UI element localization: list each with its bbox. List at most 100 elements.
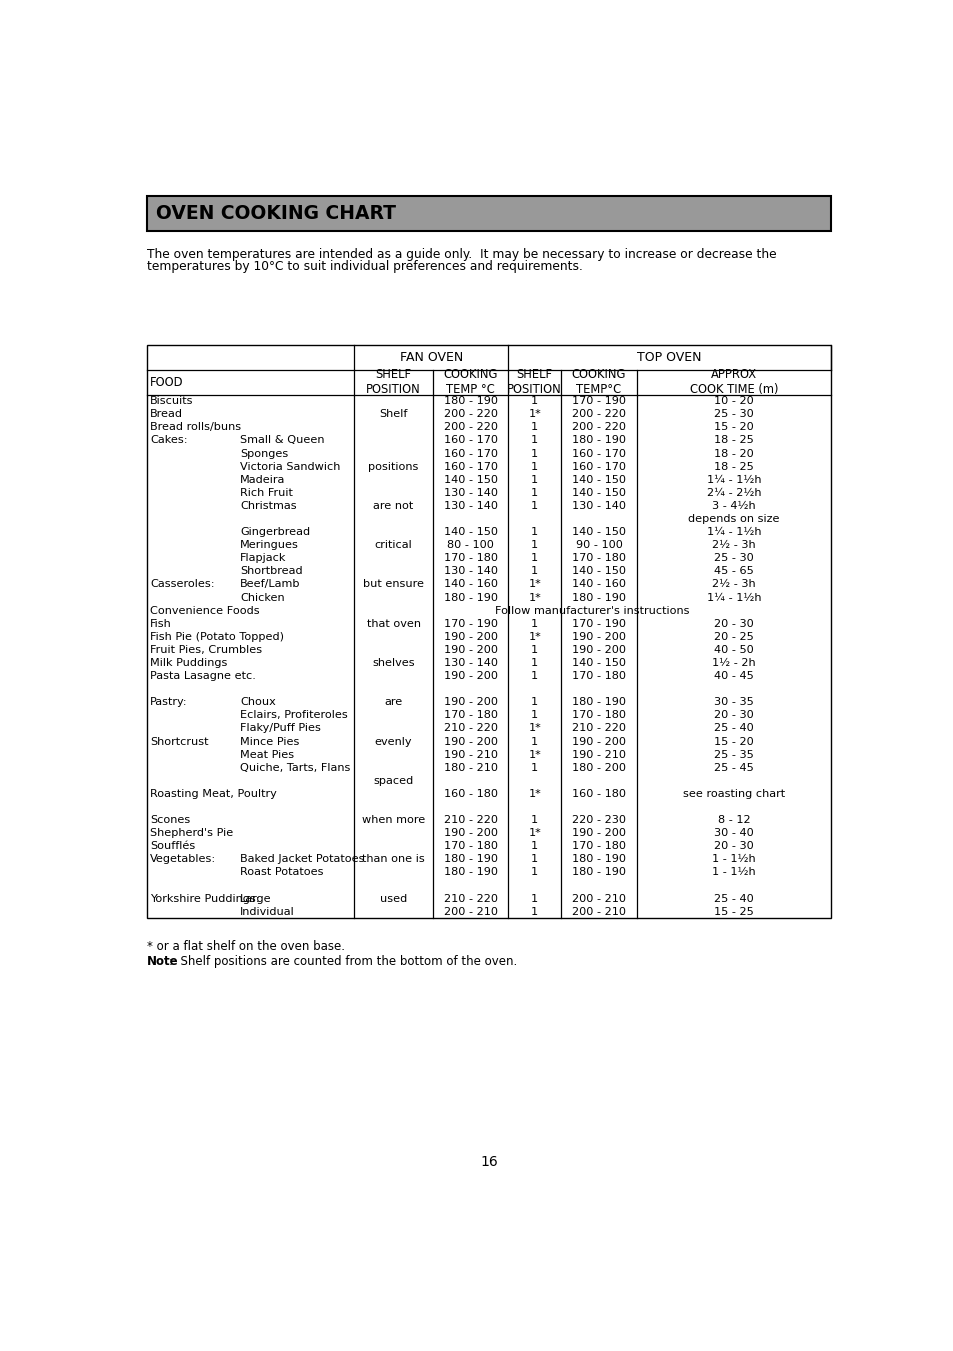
Text: :  Shelf positions are counted from the bottom of the oven.: : Shelf positions are counted from the b…: [169, 955, 517, 969]
Text: The oven temperatures are intended as a guide only.  It may be necessary to incr: The oven temperatures are intended as a …: [147, 249, 776, 261]
Text: 2¼ - 2½h: 2¼ - 2½h: [706, 488, 760, 497]
Text: Soufflés: Soufflés: [150, 842, 195, 851]
Text: 25 - 35: 25 - 35: [713, 750, 753, 759]
Text: Note: Note: [147, 955, 178, 969]
Text: Scones: Scones: [150, 815, 191, 825]
Text: 160 - 170: 160 - 170: [443, 449, 497, 458]
Text: 1: 1: [531, 474, 537, 485]
Text: temperatures by 10°C to suit individual preferences and requirements.: temperatures by 10°C to suit individual …: [147, 259, 582, 273]
Text: TOP OVEN: TOP OVEN: [637, 351, 701, 365]
Text: FAN OVEN: FAN OVEN: [399, 351, 462, 365]
Text: Sponges: Sponges: [240, 449, 288, 458]
Text: 1*: 1*: [528, 632, 540, 642]
Text: Beef/Lamb: Beef/Lamb: [240, 580, 300, 589]
Text: SHELF
POSITION: SHELF POSITION: [366, 369, 420, 396]
Text: 1: 1: [531, 566, 537, 577]
Text: 1¼ - 1½h: 1¼ - 1½h: [706, 593, 760, 603]
Text: 30 - 35: 30 - 35: [713, 697, 753, 708]
Text: 210 - 220: 210 - 220: [443, 815, 497, 825]
Text: 200 - 220: 200 - 220: [443, 423, 497, 432]
Text: 190 - 200: 190 - 200: [443, 736, 497, 747]
Text: 130 - 140: 130 - 140: [443, 488, 497, 497]
Text: 210 - 220: 210 - 220: [443, 893, 497, 904]
Text: 90 - 100: 90 - 100: [575, 540, 621, 550]
Text: 1 - 1½h: 1 - 1½h: [711, 867, 755, 877]
Text: see roasting chart: see roasting chart: [682, 789, 784, 798]
Text: 30 - 40: 30 - 40: [713, 828, 753, 838]
Text: 140 - 150: 140 - 150: [572, 658, 625, 667]
Text: Mince Pies: Mince Pies: [240, 736, 299, 747]
Text: Bread: Bread: [150, 409, 183, 419]
Text: 1¼ - 1½h: 1¼ - 1½h: [706, 527, 760, 538]
Text: 18 - 25: 18 - 25: [713, 435, 753, 446]
Text: Fish: Fish: [150, 619, 172, 628]
Text: 1: 1: [531, 763, 537, 773]
Text: Individual: Individual: [240, 907, 294, 917]
Text: 190 - 210: 190 - 210: [572, 750, 625, 759]
Text: 170 - 180: 170 - 180: [443, 554, 497, 563]
Text: 140 - 150: 140 - 150: [572, 474, 625, 485]
Text: shelves: shelves: [372, 658, 415, 667]
Text: 1: 1: [531, 501, 537, 511]
Text: 1 - 1½h: 1 - 1½h: [711, 854, 755, 865]
Text: 1: 1: [531, 867, 537, 877]
Text: 1: 1: [531, 854, 537, 865]
Text: 180 - 190: 180 - 190: [443, 867, 497, 877]
Text: * or a flat shelf on the oven base.: * or a flat shelf on the oven base.: [147, 940, 345, 952]
Text: Chicken: Chicken: [240, 593, 285, 603]
Text: 200 - 220: 200 - 220: [572, 409, 625, 419]
Text: 25 - 45: 25 - 45: [713, 763, 753, 773]
Text: but ensure: but ensure: [363, 580, 424, 589]
Text: Casseroles:: Casseroles:: [150, 580, 214, 589]
Text: 200 - 220: 200 - 220: [572, 423, 625, 432]
Text: 2½ - 3h: 2½ - 3h: [711, 580, 755, 589]
Text: 200 - 210: 200 - 210: [572, 907, 625, 917]
Text: Follow manufacturer's instructions: Follow manufacturer's instructions: [495, 605, 689, 616]
Text: 1: 1: [531, 396, 537, 407]
Text: 180 - 190: 180 - 190: [572, 593, 625, 603]
Text: 15 - 20: 15 - 20: [713, 736, 753, 747]
Text: 160 - 170: 160 - 170: [572, 449, 625, 458]
Text: 1: 1: [531, 671, 537, 681]
Text: 190 - 200: 190 - 200: [443, 644, 497, 655]
Text: 170 - 190: 170 - 190: [572, 396, 625, 407]
Text: are not: are not: [373, 501, 414, 511]
Text: 1½ - 2h: 1½ - 2h: [711, 658, 755, 667]
Text: Madeira: Madeira: [240, 474, 285, 485]
Text: COOKING
TEMP °C: COOKING TEMP °C: [443, 369, 497, 396]
Text: 40 - 50: 40 - 50: [713, 644, 753, 655]
Text: 210 - 220: 210 - 220: [443, 723, 497, 734]
Text: Choux: Choux: [240, 697, 275, 708]
Text: 1: 1: [531, 540, 537, 550]
Text: 25 - 30: 25 - 30: [713, 554, 753, 563]
Text: 1: 1: [531, 527, 537, 538]
Text: 1*: 1*: [528, 828, 540, 838]
Text: COOKING
TEMP°C: COOKING TEMP°C: [571, 369, 625, 396]
Text: 3 - 4½h: 3 - 4½h: [711, 501, 755, 511]
Text: Cakes:: Cakes:: [150, 435, 188, 446]
Text: 210 - 220: 210 - 220: [572, 723, 625, 734]
Text: 170 - 180: 170 - 180: [572, 842, 625, 851]
Text: 200 - 220: 200 - 220: [443, 409, 497, 419]
Text: Shortbread: Shortbread: [240, 566, 302, 577]
Text: 190 - 200: 190 - 200: [443, 697, 497, 708]
Text: 40 - 45: 40 - 45: [713, 671, 753, 681]
Text: 130 - 140: 130 - 140: [443, 658, 497, 667]
Text: 190 - 200: 190 - 200: [443, 632, 497, 642]
Text: OVEN COOKING CHART: OVEN COOKING CHART: [156, 204, 396, 223]
Text: 1: 1: [531, 449, 537, 458]
Text: 20 - 30: 20 - 30: [713, 842, 753, 851]
Text: 1: 1: [531, 658, 537, 667]
Text: 16: 16: [479, 1155, 497, 1170]
Text: 15 - 20: 15 - 20: [713, 423, 753, 432]
Text: 18 - 20: 18 - 20: [713, 449, 753, 458]
Text: 1: 1: [531, 554, 537, 563]
Text: 190 - 210: 190 - 210: [443, 750, 497, 759]
Text: 1*: 1*: [528, 723, 540, 734]
Text: 170 - 180: 170 - 180: [572, 554, 625, 563]
Text: Roasting Meat, Poultry: Roasting Meat, Poultry: [150, 789, 276, 798]
Text: Biscuits: Biscuits: [150, 396, 193, 407]
Text: SHELF
POSITION: SHELF POSITION: [507, 369, 561, 396]
Text: 20 - 30: 20 - 30: [713, 711, 753, 720]
Text: 180 - 190: 180 - 190: [443, 593, 497, 603]
